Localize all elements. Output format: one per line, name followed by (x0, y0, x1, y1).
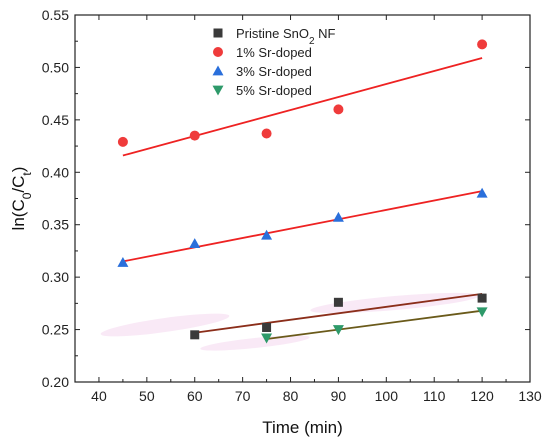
legend-label-sub-0: 2 (309, 36, 315, 47)
x-tick-label-80: 80 (283, 388, 299, 404)
x-tick-label-100: 100 (375, 388, 399, 404)
x-tick-label-50: 50 (139, 388, 155, 404)
fit-lines (122, 57, 483, 340)
legend-label-2: 3% Sr-doped (236, 64, 312, 79)
point-series-3-0 (261, 333, 273, 344)
y-tick-label-0: 0.20 (42, 374, 69, 390)
x-tick-label-70: 70 (235, 388, 251, 404)
x-tick-label-120: 120 (470, 388, 494, 404)
point-series-0-2 (333, 297, 343, 307)
legend-marker-3 (212, 85, 224, 96)
x-tick-label-60: 60 (187, 388, 203, 404)
y-axis-title-main: ln(C (9, 199, 28, 230)
point-series-1-3 (333, 104, 344, 115)
legend-label-tail-0: NF (315, 26, 336, 41)
point-series-2-1 (189, 238, 201, 248)
legend-label-main-2: 3% Sr-doped (236, 64, 312, 79)
fit-line-series-2 (122, 190, 483, 263)
legend-marker-2 (212, 65, 224, 76)
y-tick-label-4: 0.40 (42, 164, 69, 180)
legend-label-main-0: Pristine SnO (236, 26, 309, 41)
legend-label-0: Pristine SnO2 NF (236, 26, 336, 47)
y-axis-title-sub1: 0 (20, 192, 34, 199)
legend-label-3: 5% Sr-doped (236, 83, 312, 98)
axis-ticks: 40 50 60 70 80 90 100 110 120 130 0.20 0.25 0.30 0.35… (42, 7, 542, 404)
y-axis-title-mid: /C (9, 176, 28, 193)
y-axis-title: ln(C0/Ct) (9, 167, 34, 231)
point-series-1-0 (117, 136, 128, 147)
point-series-2-2 (261, 229, 273, 240)
legend-label-main-3: 5% Sr-doped (236, 83, 312, 98)
x-tick-label-40: 40 (91, 388, 107, 404)
point-series-1-2 (261, 128, 272, 139)
y-tick-label-3: 0.35 (42, 217, 69, 233)
point-series-0-0 (190, 330, 200, 340)
background-smudges (100, 292, 480, 351)
point-series-2-0 (117, 256, 129, 267)
point-series-2-4 (476, 187, 488, 198)
point-series-1-4 (477, 39, 488, 50)
y-tick-label-5: 0.45 (42, 112, 69, 128)
x-tick-label-90: 90 (331, 388, 347, 404)
smudge-1 (310, 292, 480, 314)
x-tick-label-130: 130 (518, 388, 542, 404)
point-series-3-2 (476, 307, 488, 318)
point-series-0-3 (477, 293, 487, 303)
y-tick-label-2: 0.30 (42, 269, 69, 285)
y-tick-label-7: 0.55 (42, 7, 69, 23)
legend-label-main-1: 1% Sr-doped (236, 45, 312, 60)
data-points (117, 39, 488, 344)
fit-line-series-3 (266, 309, 483, 340)
fit-line-series-0 (194, 293, 483, 334)
smudge-0 (100, 313, 230, 337)
legend: Pristine SnO2 NF1% Sr-doped 3% Sr-doped 5%… (212, 26, 336, 98)
point-series-3-1 (332, 325, 344, 336)
y-tick-label-1: 0.25 (42, 322, 69, 338)
legend-marker-0 (213, 28, 223, 38)
point-series-1-1 (189, 130, 200, 141)
x-tick-label-110: 110 (423, 388, 446, 404)
smudge-2 (200, 335, 310, 351)
legend-marker-1 (213, 47, 223, 57)
y-axis-title-sub2: t (20, 172, 34, 176)
legend-label-1: 1% Sr-doped (236, 45, 312, 60)
y-tick-label-6: 0.50 (42, 59, 69, 75)
y-axis-title-end: ) (9, 167, 28, 173)
x-axis-title: Time (min) (262, 418, 343, 437)
point-series-2-3 (332, 211, 344, 222)
fit-line-series-1 (122, 57, 483, 157)
point-series-0-1 (262, 322, 272, 332)
